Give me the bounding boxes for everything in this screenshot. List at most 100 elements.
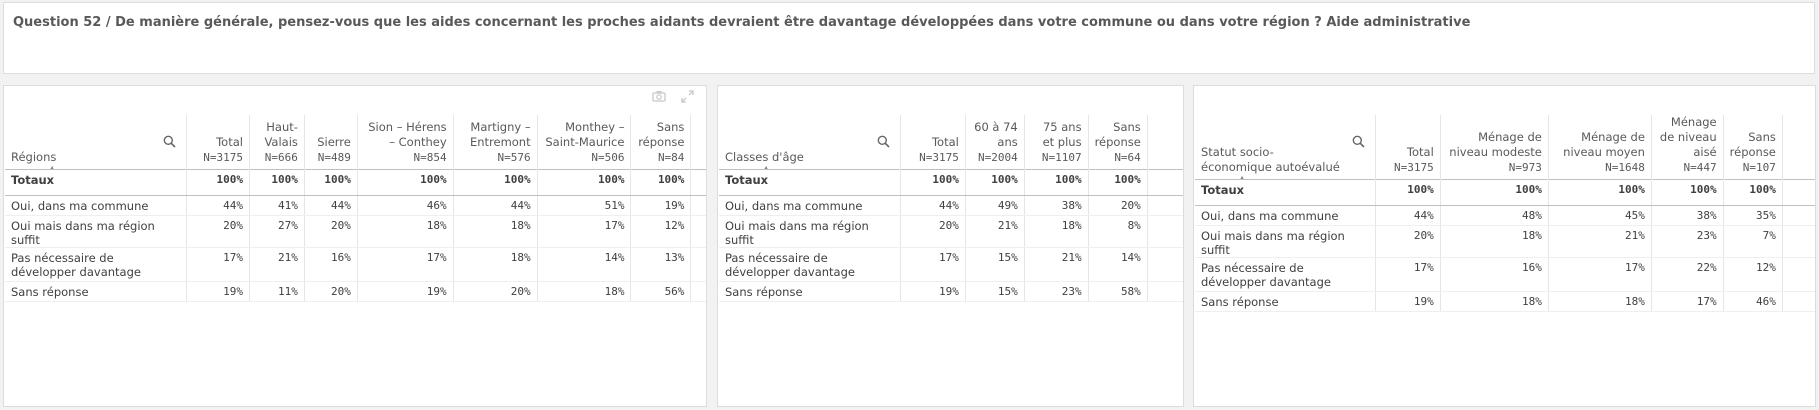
table-row: Sans réponse 19% 11% 20% 19% 20% 18% 56% — [5, 281, 706, 302]
search-icon[interactable] — [163, 135, 176, 148]
column-header[interactable]: Haut-Valais N=666 — [248, 115, 305, 169]
table-cell: 17% — [1547, 257, 1652, 292]
table-cell: 14% — [536, 247, 631, 282]
sort-ascending-icon[interactable]: ▲ — [1239, 174, 1246, 180]
table-row: Sans réponse 19% 18% 18% 17% 46% — [1195, 291, 1815, 312]
sort-ascending-icon[interactable]: ▲ — [49, 163, 56, 169]
dimension-header[interactable]: Statut socio-économique autoévalué ▲ — [1195, 115, 1376, 180]
column-header[interactable]: Monthey – Saint-Maurice N=506 — [536, 115, 631, 169]
row-filler — [1781, 205, 1815, 226]
column-label: Ménage de niveau modeste — [1449, 130, 1542, 159]
column-count: N=506 — [591, 150, 625, 164]
table-cell: 44% — [452, 195, 538, 216]
column-header[interactable]: Total N=3175 — [186, 115, 250, 169]
sort-ascending-icon[interactable]: ▲ — [763, 163, 770, 169]
row-label: Sans réponse — [5, 281, 187, 302]
totals-row: Totaux 100% 100% 100% 100% 100% — [1195, 179, 1815, 206]
table-cell: 100% — [1650, 179, 1724, 206]
table-cell: 18% — [1547, 291, 1652, 312]
row-filler — [1146, 281, 1183, 302]
column-header[interactable]: Total N=3175 — [900, 115, 966, 169]
table-cell: 100% — [1087, 168, 1148, 196]
dimension-header[interactable]: Classes d'âge ▲ — [719, 115, 901, 169]
table-cell: 56% — [630, 281, 691, 302]
table-cell: 20% — [1375, 225, 1441, 258]
table-cell: 19% — [630, 195, 691, 216]
table-cell: 49% — [964, 195, 1025, 216]
table-cell: 18% — [536, 281, 631, 302]
table-cell: 100% — [1023, 168, 1089, 196]
table-cell: 20% — [900, 215, 966, 248]
column-header[interactable]: 60 à 74 ans N=2004 — [964, 115, 1025, 169]
column-label: 60 à 74 ans — [974, 119, 1018, 149]
table-row: Pas nécessaire de développer davantage 17… — [1195, 257, 1815, 292]
table-cell: 38% — [1023, 195, 1089, 216]
column-header[interactable]: Martigny – Entremont N=576 — [452, 115, 538, 169]
table-cell: 17% — [1650, 291, 1724, 312]
column-header[interactable]: Sans réponse N=84 — [630, 115, 691, 169]
table-cell: 18% — [1439, 291, 1549, 312]
table-cell: 15% — [964, 281, 1025, 302]
column-header[interactable]: Sion – Hérens – Conthey N=854 — [356, 115, 454, 169]
regions-table: Régions ▲ Total N=3175 Haut-Valais N=666 Sierr… — [5, 115, 706, 302]
search-icon[interactable] — [1352, 135, 1365, 148]
row-label: Oui mais dans ma région suffit — [1195, 225, 1376, 258]
table-cell: 16% — [1439, 257, 1549, 292]
table-cell: 46% — [1722, 291, 1783, 312]
table-cell: 35% — [1722, 205, 1783, 226]
column-header[interactable]: Sans réponse N=107 — [1722, 115, 1783, 180]
column-label: Ménage de niveau aisé — [1659, 115, 1717, 159]
table-cell: 48% — [1439, 205, 1549, 226]
table-cell: 20% — [1087, 195, 1148, 216]
totals-row: Totaux 100% 100% 100% 100% 100% 100% 100% — [5, 168, 706, 196]
column-label: Sierre — [317, 134, 351, 149]
table-cell: 100% — [356, 168, 454, 196]
table-cell: 100% — [248, 168, 305, 196]
column-header[interactable]: 75 ans et plus N=1107 — [1023, 115, 1089, 169]
table-cell: 100% — [1547, 179, 1652, 206]
table-cell: 100% — [303, 168, 358, 196]
column-count: N=3175 — [919, 150, 959, 164]
dimension-header[interactable]: Régions ▲ — [5, 115, 187, 169]
camera-icon[interactable] — [652, 90, 666, 104]
table-cell: 100% — [964, 168, 1025, 196]
column-count: N=1648 — [1605, 161, 1645, 174]
table-cell: 21% — [1547, 225, 1652, 258]
column-header[interactable]: Sierre N=489 — [303, 115, 358, 169]
expand-icon[interactable] — [680, 90, 694, 104]
table-cell: 45% — [1547, 205, 1652, 226]
column-count: N=84 — [657, 150, 685, 164]
table-cell: 100% — [452, 168, 538, 196]
column-label: Sans réponse — [1094, 119, 1141, 149]
table-cell: 44% — [303, 195, 358, 216]
search-icon[interactable] — [877, 135, 890, 148]
column-header[interactable]: Ménage de niveau moyen N=1648 — [1547, 115, 1652, 180]
column-count: N=2004 — [978, 150, 1018, 164]
page-title: Question 52 / De manière générale, pense… — [13, 15, 1471, 30]
column-header[interactable]: Total N=3175 — [1375, 115, 1441, 180]
column-count: N=1107 — [1041, 150, 1082, 164]
table-cell: 21% — [1023, 247, 1089, 282]
table-cell: 17% — [1375, 257, 1441, 292]
row-filler — [1146, 247, 1183, 282]
table-cell: 27% — [248, 215, 305, 248]
column-header[interactable]: Sans réponse N=64 — [1087, 115, 1148, 169]
row-label: Sans réponse — [719, 281, 901, 302]
column-header[interactable]: Ménage de niveau modeste N=973 — [1439, 115, 1549, 180]
row-filler — [1146, 215, 1183, 248]
row-filler — [1781, 225, 1815, 258]
age-classes-table: Classes d'âge ▲ Total N=3175 60 à 74 ans N=20… — [719, 115, 1183, 302]
column-header[interactable]: Ménage de niveau aisé N=447 — [1650, 115, 1724, 180]
table-cell: 21% — [248, 247, 305, 282]
row-label: Totaux — [5, 168, 187, 196]
table-cell: 17% — [356, 247, 454, 282]
socio-economic-table-panel[interactable]: Statut socio-économique autoévalué ▲ Total… — [1193, 85, 1816, 407]
column-count: N=64 — [1114, 150, 1141, 164]
table-row: Pas nécessaire de développer davantage 17… — [719, 247, 1183, 282]
regions-table-panel[interactable]: Régions ▲ Total N=3175 Haut-Valais N=666 Sierr… — [3, 85, 707, 407]
table-cell: 15% — [964, 247, 1025, 282]
row-filler — [1146, 168, 1183, 196]
age-classes-table-panel[interactable]: Classes d'âge ▲ Total N=3175 60 à 74 ans N=20… — [717, 85, 1184, 407]
row-label: Sans réponse — [1195, 291, 1376, 312]
table-cell: 100% — [900, 168, 966, 196]
